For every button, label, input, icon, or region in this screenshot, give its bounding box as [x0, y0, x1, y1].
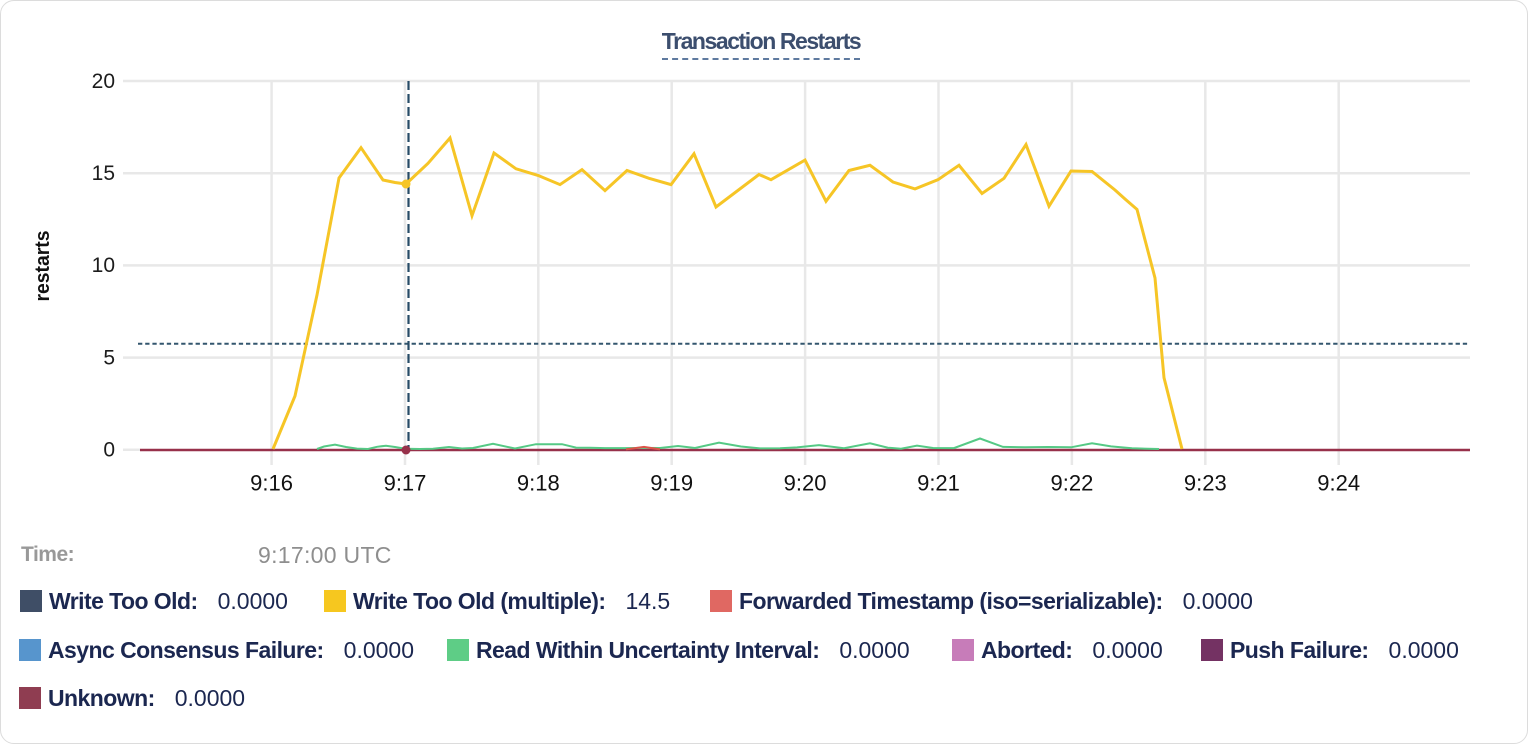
svg-text:5: 5	[103, 347, 115, 370]
svg-text:9:24: 9:24	[1317, 471, 1360, 496]
svg-text:restarts: restarts	[32, 231, 54, 302]
svg-text:10: 10	[92, 254, 115, 277]
svg-text:9:17: 9:17	[384, 471, 427, 496]
svg-text:9:16: 9:16	[250, 471, 293, 496]
svg-text:9:19: 9:19	[650, 471, 693, 496]
svg-text:0: 0	[103, 439, 115, 462]
svg-text:9:22: 9:22	[1050, 471, 1093, 496]
svg-text:9:18: 9:18	[517, 471, 560, 496]
svg-text:9:23: 9:23	[1184, 471, 1227, 496]
svg-text:9:20: 9:20	[784, 471, 827, 496]
svg-text:20: 20	[92, 70, 115, 93]
svg-text:15: 15	[92, 162, 115, 185]
svg-text:9:21: 9:21	[917, 471, 960, 496]
